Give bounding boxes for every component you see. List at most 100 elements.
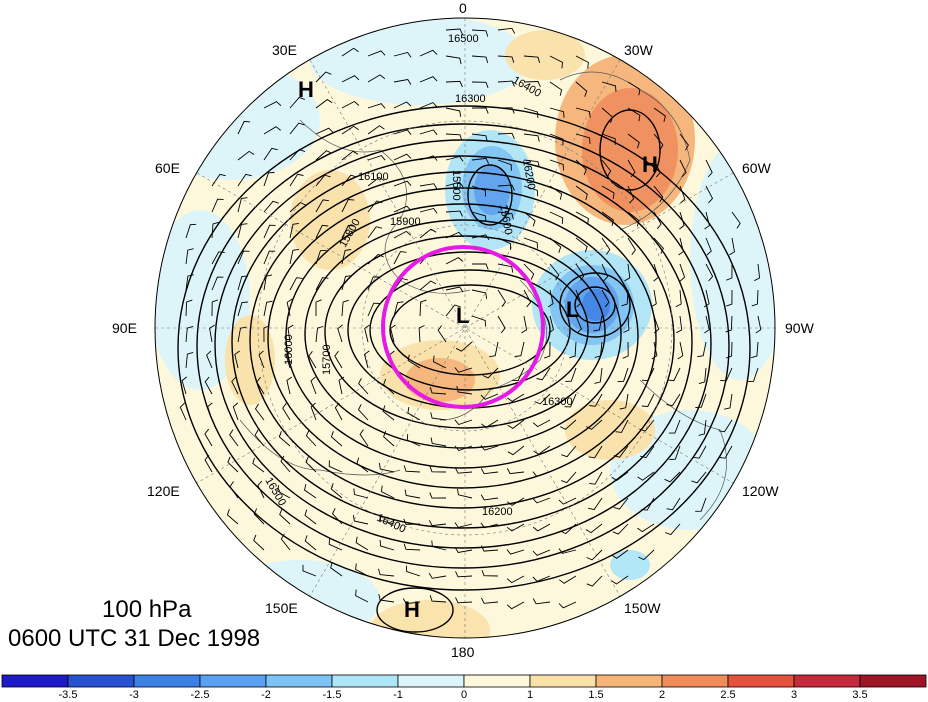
wind-barb: [367, 200, 383, 213]
wind-barb: [751, 289, 759, 307]
longitude-label: 30E: [272, 42, 297, 58]
wind-barb: [549, 211, 564, 224]
colorbar-tick-label: -3: [129, 689, 139, 701]
wind-barb: [278, 431, 291, 447]
wind-barb: [185, 351, 194, 369]
wind-barb: [305, 456, 317, 473]
colorbar-swatch: [661, 674, 729, 688]
wind-barb: [651, 341, 658, 360]
wind-barb: [679, 159, 687, 178]
wind-barb: [471, 55, 489, 64]
wind-barb: [561, 445, 577, 458]
wind-barb: [419, 155, 438, 161]
wind-barb: [211, 276, 224, 291]
wind-barb: [207, 402, 213, 421]
wind-barb: [471, 157, 490, 164]
colorbar-swatch: [727, 674, 795, 688]
wind-barb: [523, 263, 535, 280]
wind-barb: [705, 159, 713, 178]
wind-barb: [698, 367, 707, 385]
wind-barb: [419, 49, 438, 57]
wind-barb: [512, 367, 525, 382]
pressure-centers: H H L L H: [298, 77, 658, 622]
wind-barb: [211, 173, 226, 187]
wind-barb: [691, 471, 707, 484]
wind-barb: [280, 533, 291, 551]
wind-barb: [601, 289, 610, 308]
wind-barb: [341, 174, 357, 187]
wind-barb: [471, 185, 487, 197]
wind-barb: [668, 419, 681, 434]
contour-label: 15900: [390, 216, 421, 228]
wind-barb: [341, 75, 360, 83]
wind-barb: [471, 315, 486, 327]
wind-barb: [677, 341, 684, 360]
wind-barb: [617, 367, 629, 383]
wind-barb: [379, 539, 395, 551]
wind-barb: [429, 466, 447, 473]
graticule: [155, 18, 775, 638]
wind-barb: [575, 159, 587, 176]
wind-barb: [383, 430, 395, 447]
wind-barb: [263, 250, 276, 265]
wind-barb: [676, 315, 683, 334]
wind-barb: [549, 185, 563, 200]
wind-barb: [454, 445, 473, 452]
colorbar-tick-label: 2: [658, 689, 666, 701]
wind-barb: [611, 471, 629, 481]
wind-barb: [641, 393, 655, 407]
wind-barb: [627, 185, 635, 204]
longitude-label: 0: [459, 0, 467, 16]
wind-barb: [480, 468, 499, 475]
wind-barb: [282, 403, 291, 421]
wind-barb: [353, 488, 369, 499]
wind-barb: [355, 536, 369, 551]
wind-barb: [601, 133, 616, 145]
wind-barb: [669, 445, 681, 460]
wind-barb: [729, 237, 735, 256]
wind-barb: [507, 497, 525, 506]
wind-barb: [237, 150, 255, 161]
wind-barb: [445, 304, 461, 317]
wind-barb: [564, 393, 577, 408]
colorbar-swatch: [67, 674, 135, 688]
wind-barb: [226, 509, 239, 525]
wind-barb: [407, 354, 421, 369]
wind-barb: [328, 460, 343, 473]
wind-barb: [263, 274, 273, 291]
wind-barb: [383, 378, 395, 395]
colorbar-tick-label: -1: [393, 689, 403, 701]
wind-barb: [549, 55, 563, 69]
wind-barb: [586, 575, 603, 587]
colorbar-tick-label: -2: [261, 689, 271, 701]
wind-barb: [558, 497, 577, 505]
wind-barb: [619, 393, 629, 410]
wind-barb: [341, 199, 355, 213]
wind-barb: [445, 28, 463, 35]
wind-barb: [705, 263, 714, 282]
wind-barb: [637, 471, 655, 481]
wind-barb: [367, 50, 386, 57]
colorbar-tick-label: 0: [460, 689, 468, 701]
wind-barb: [341, 299, 349, 317]
wind-barb: [254, 429, 265, 447]
wind-barb: [445, 80, 463, 88]
wind-barb: [315, 99, 333, 109]
wind-barb: [406, 434, 421, 447]
wind-barb: [523, 55, 541, 64]
wind-barb: [431, 540, 447, 551]
longitude-label: 180: [451, 644, 475, 660]
wind-barb: [521, 315, 528, 334]
wind-barb: [532, 598, 551, 605]
low-pressure-label: L: [456, 303, 469, 328]
wind-barb: [523, 107, 539, 119]
wind-barb: [263, 224, 276, 239]
wind-barb: [627, 107, 641, 122]
colorbar-swatch: [1, 674, 69, 688]
wind-barb: [679, 263, 686, 282]
wind-barb: [532, 419, 551, 428]
wind-barb: [315, 150, 333, 161]
wind-barb: [289, 201, 306, 213]
wind-barb: [289, 277, 303, 291]
